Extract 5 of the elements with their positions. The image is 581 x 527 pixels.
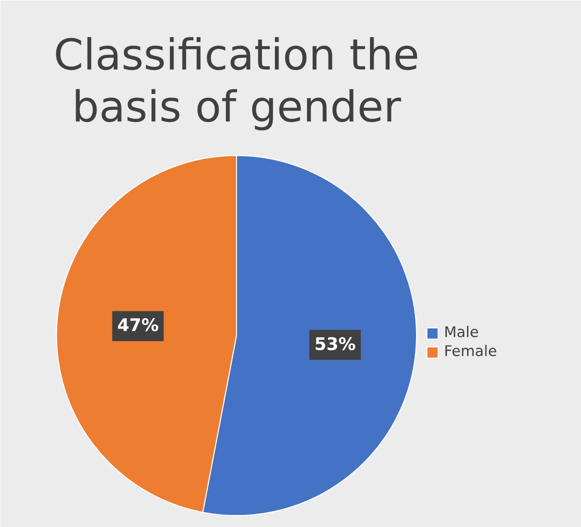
chart-title: Classification the basis of gender (54, 30, 420, 132)
data-label: 47% (117, 316, 159, 336)
legend-label: Female (444, 343, 497, 360)
legend-label: Male (444, 324, 479, 341)
data-label: 53% (314, 334, 356, 355)
